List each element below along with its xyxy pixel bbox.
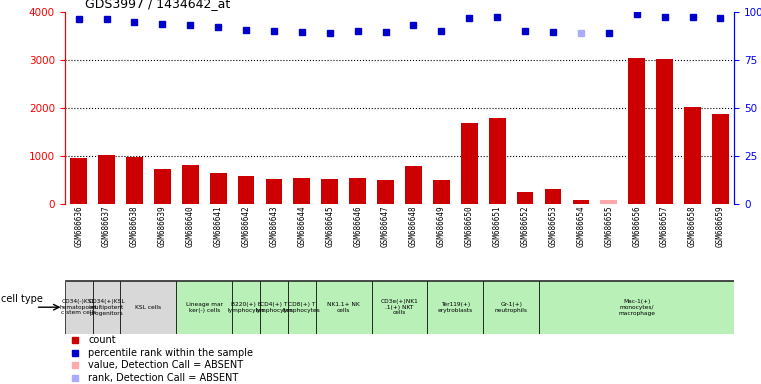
Bar xyxy=(126,157,143,204)
Text: GSM686657: GSM686657 xyxy=(660,205,669,247)
Text: GSM686645: GSM686645 xyxy=(325,205,334,247)
Text: GSM686643: GSM686643 xyxy=(269,205,279,247)
Text: GSM686655: GSM686655 xyxy=(604,205,613,247)
Bar xyxy=(65,281,93,334)
Bar xyxy=(316,281,371,334)
Text: GSM686642: GSM686642 xyxy=(241,205,250,247)
Bar xyxy=(405,166,422,204)
Text: CD3e(+)NK1
.1(+) NKT
cells: CD3e(+)NK1 .1(+) NKT cells xyxy=(380,299,419,316)
Bar xyxy=(371,281,428,334)
Text: GSM686641: GSM686641 xyxy=(214,205,223,247)
Text: CD34(+)KSL
multipotent
progenitors: CD34(+)KSL multipotent progenitors xyxy=(88,299,125,316)
Bar xyxy=(629,58,645,204)
Text: GSM686647: GSM686647 xyxy=(381,205,390,247)
Text: GSM686659: GSM686659 xyxy=(716,205,725,247)
Text: GSM686644: GSM686644 xyxy=(298,205,307,247)
Bar xyxy=(433,180,450,204)
Bar xyxy=(321,179,338,204)
Text: cell type: cell type xyxy=(2,294,43,304)
Text: GSM686638: GSM686638 xyxy=(130,205,139,247)
Bar xyxy=(539,281,734,334)
Bar xyxy=(288,281,316,334)
Bar xyxy=(70,158,87,204)
Text: GSM686650: GSM686650 xyxy=(465,205,474,247)
Text: Lineage mar
ker(-) cells: Lineage mar ker(-) cells xyxy=(186,302,223,313)
Text: GSM686649: GSM686649 xyxy=(437,205,446,247)
Bar xyxy=(600,200,617,204)
Text: B220(+) B
lymphocytes: B220(+) B lymphocytes xyxy=(228,302,265,313)
Bar xyxy=(377,180,394,204)
Bar xyxy=(182,165,199,204)
Text: GSM686654: GSM686654 xyxy=(576,205,585,247)
Text: GSM686653: GSM686653 xyxy=(549,205,558,247)
Text: KSL cells: KSL cells xyxy=(135,305,161,310)
Bar xyxy=(349,177,366,204)
Bar xyxy=(517,192,533,204)
Text: GDS3997 / 1434642_at: GDS3997 / 1434642_at xyxy=(84,0,230,10)
Text: GSM686658: GSM686658 xyxy=(688,205,697,247)
Text: value, Detection Call = ABSENT: value, Detection Call = ABSENT xyxy=(88,360,244,370)
Bar xyxy=(656,59,673,204)
Text: count: count xyxy=(88,335,116,345)
Text: CD4(+) T
lymphocytes: CD4(+) T lymphocytes xyxy=(255,302,293,313)
Bar xyxy=(98,155,115,204)
Text: percentile rank within the sample: percentile rank within the sample xyxy=(88,348,253,358)
Text: GSM686656: GSM686656 xyxy=(632,205,642,247)
Bar xyxy=(294,177,310,204)
Text: Gr-1(+)
neutrophils: Gr-1(+) neutrophils xyxy=(495,302,527,313)
Bar xyxy=(260,281,288,334)
Bar xyxy=(177,281,232,334)
Bar xyxy=(154,169,170,204)
Text: CD34(-)KSL
hematopoiet
c stem cells: CD34(-)KSL hematopoiet c stem cells xyxy=(60,299,97,316)
Text: GSM686640: GSM686640 xyxy=(186,205,195,247)
Text: GSM686652: GSM686652 xyxy=(521,205,530,247)
Bar xyxy=(489,118,505,204)
Text: GSM686651: GSM686651 xyxy=(492,205,501,247)
Text: rank, Detection Call = ABSENT: rank, Detection Call = ABSENT xyxy=(88,373,238,383)
Bar xyxy=(461,123,478,204)
Bar xyxy=(572,200,589,204)
Bar xyxy=(93,281,120,334)
Bar xyxy=(120,281,177,334)
Bar xyxy=(712,114,729,204)
Text: Ter119(+)
erytroblasts: Ter119(+) erytroblasts xyxy=(438,302,473,313)
Bar xyxy=(428,281,483,334)
Bar xyxy=(266,179,282,204)
Bar xyxy=(237,176,254,204)
Bar xyxy=(483,281,539,334)
Text: CD8(+) T
lymphocytes: CD8(+) T lymphocytes xyxy=(283,302,320,313)
Bar xyxy=(232,281,260,334)
Bar xyxy=(210,173,227,204)
Text: NK1.1+ NK
cells: NK1.1+ NK cells xyxy=(327,302,360,313)
Text: GSM686646: GSM686646 xyxy=(353,205,362,247)
Text: GSM686639: GSM686639 xyxy=(158,205,167,247)
Bar xyxy=(545,189,562,204)
Text: GSM686636: GSM686636 xyxy=(74,205,83,247)
Bar xyxy=(684,107,701,204)
Text: Mac-1(+)
monocytes/
macrophage: Mac-1(+) monocytes/ macrophage xyxy=(618,299,655,316)
Text: GSM686648: GSM686648 xyxy=(409,205,418,247)
Text: GSM686637: GSM686637 xyxy=(102,205,111,247)
